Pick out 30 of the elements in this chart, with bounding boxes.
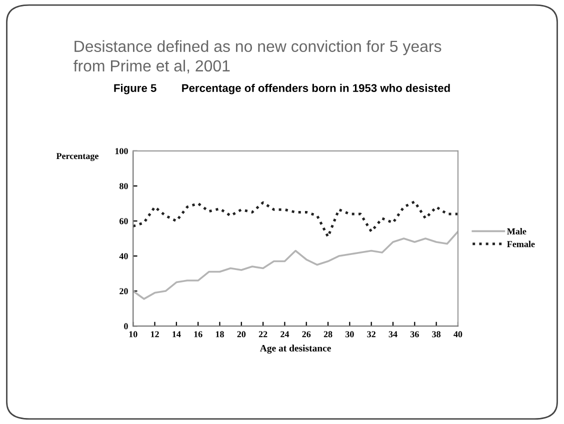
x-tick-label: 20 [237,331,246,338]
y-tick-label: 0 [124,323,128,330]
line-series [133,200,458,238]
y-tick-label: 100 [115,148,128,154]
x-tick-label: 10 [129,331,138,338]
x-tick-label: 24 [280,331,290,338]
x-tick-label: 30 [346,331,354,338]
x-tick-label: 40 [454,331,462,338]
chart-title: Desistance defined as no new conviction for 5 years from Prime et al, 2001 [74,40,442,74]
x-tick-label: 34 [388,331,398,338]
legend-label: Male [507,228,526,234]
y-tick-label: 40 [119,253,128,260]
y-tick-label: 60 [120,218,128,224]
x-tick-label: 12 [150,331,159,338]
x-tick-label: 32 [367,331,376,338]
x-tick-label: 36 [410,331,419,338]
x-tick-label: 26 [302,331,311,338]
line-series [133,230,458,300]
x-axis-title: Age at desistance [260,344,331,354]
x-tick-label: 22 [258,331,268,338]
chart-subtitle: Figure 5 Percentage of offenders born in 1953 who desisted [114,84,450,94]
x-tick-label: 18 [216,331,224,338]
x-tick-label: 14 [172,331,181,338]
y-axis-title: Percentage [56,153,98,161]
x-tick-label: 28 [324,331,332,338]
y-tick-label: 80 [120,183,128,190]
legend-label: Female [507,240,535,248]
x-tick-label: 16 [194,331,202,338]
x-tick-label: 38 [432,331,441,338]
y-tick-label: 20 [120,288,128,294]
